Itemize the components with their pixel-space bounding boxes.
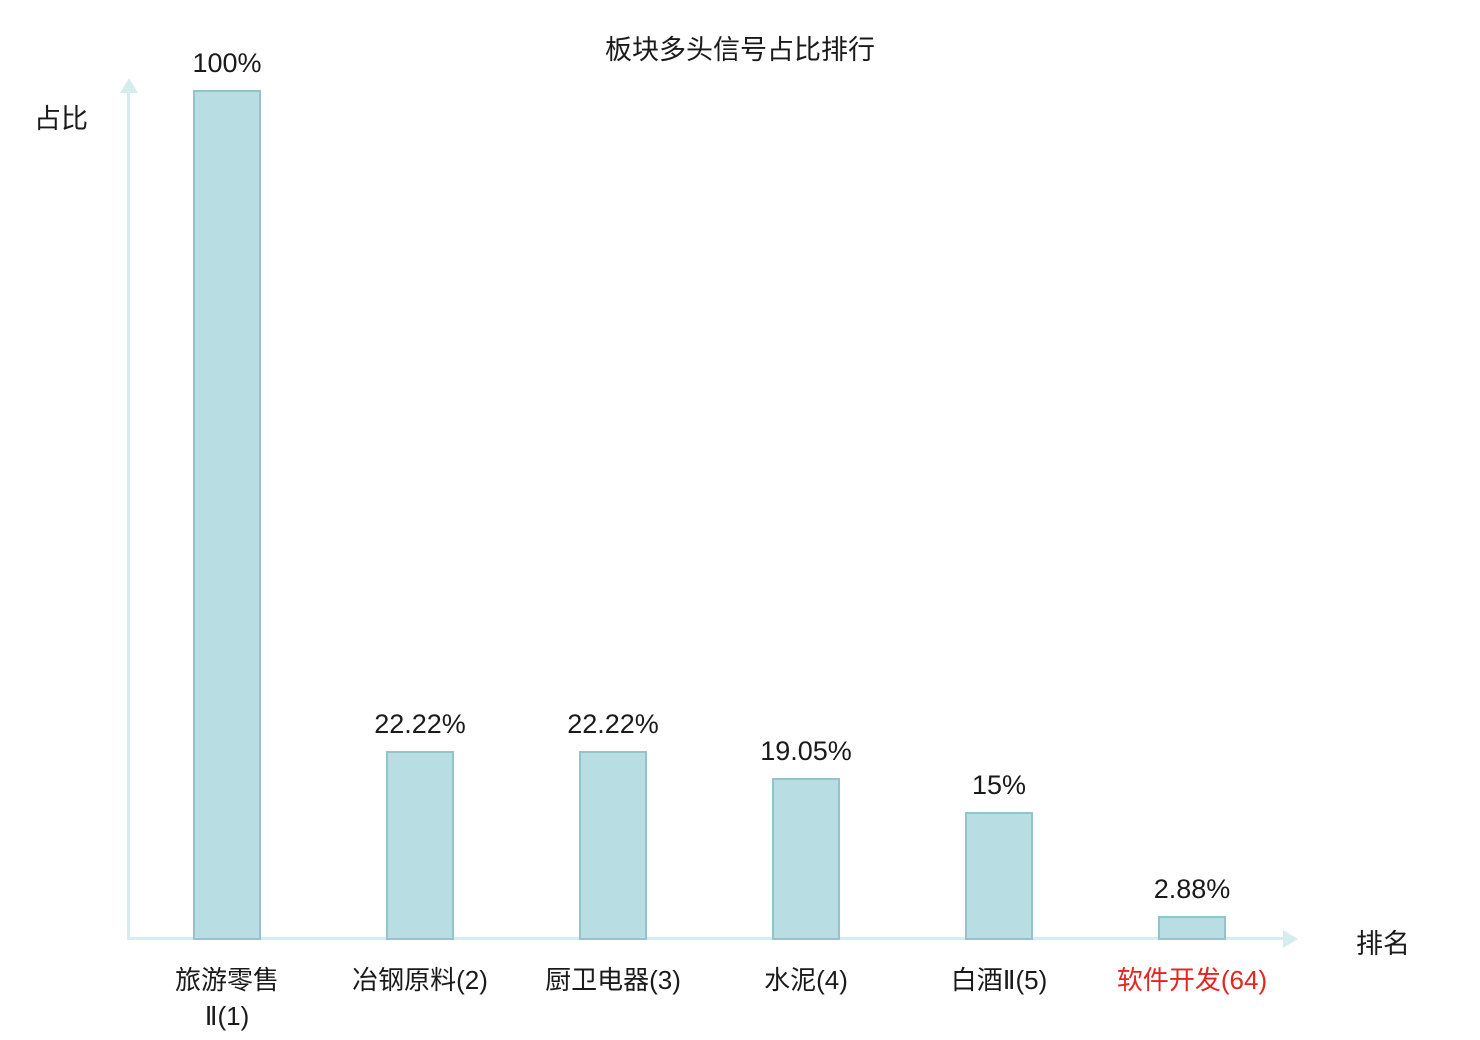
bar [1158, 916, 1226, 940]
bar-value-label: 22.22% [374, 709, 466, 739]
bar-category-label: 旅游零售 Ⅱ(1) [174, 965, 279, 1031]
bar-category-label: 软件开发(64) [1116, 965, 1268, 995]
bar-value-label: 22.22% [567, 709, 659, 739]
y-axis-label: 占比 [34, 104, 88, 134]
bar-category-label: 水泥(4) [764, 965, 848, 995]
y-axis-arrow-icon [120, 78, 138, 93]
bar-value-label: 2.88% [1153, 874, 1231, 904]
x-axis-line [127, 937, 1285, 940]
x-axis-arrow-icon [1283, 930, 1298, 948]
bar-category-label: 白酒Ⅱ(5) [950, 965, 1048, 995]
bar [965, 812, 1033, 940]
bar-category-label: 冶钢原料(2) [352, 965, 488, 995]
bar [772, 778, 840, 940]
bar [386, 751, 454, 940]
bar-value-label: 100% [192, 48, 262, 78]
bar [193, 90, 261, 940]
bar-category-label: 厨卫电器(3) [545, 965, 681, 995]
x-axis-label: 排名 [1356, 929, 1410, 959]
bar [579, 751, 647, 940]
bar-value-label: 19.05% [760, 736, 852, 766]
chart-title: 板块多头信号占比排行 [605, 35, 875, 65]
y-axis-line [127, 92, 130, 940]
bar-value-label: 15% [971, 770, 1027, 800]
